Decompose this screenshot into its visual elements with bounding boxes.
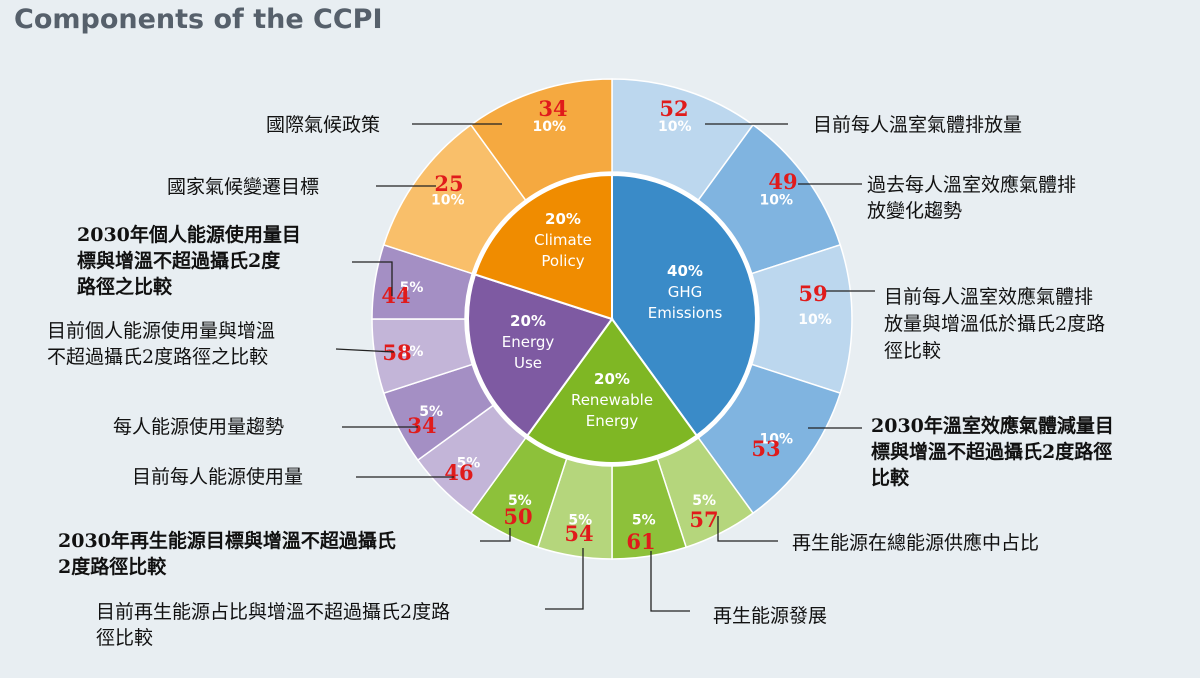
indicator-callout-14: 國際氣候政策 — [266, 114, 380, 136]
indicator-callout-3: 目前每人溫室效應氣體排放量與增溫低於攝氏2度路徑比較 — [884, 285, 1105, 362]
inner-pie: 40% GHG Emissions 20% Renewable Energy 20% Ener… — [465, 172, 759, 466]
indicator-weight-label-12: 5% — [400, 280, 424, 296]
indicator-callout-9: 目前每人能源使用量 — [132, 466, 303, 488]
category-label-ghg: 40% GHG Emissions — [648, 262, 723, 322]
indicator-callout-6: 再生能源發展 — [713, 605, 827, 627]
indicator-callout-2: 過去每人溫室效應氣體排放變化趨勢 — [867, 173, 1076, 222]
indicator-score-1: 52 — [659, 96, 688, 121]
indicator-callout-5: 再生能源在總能源供應中占比 — [792, 531, 1039, 554]
indicator-score-4: 53 — [751, 436, 780, 461]
indicator-score-7: 54 — [564, 521, 593, 546]
category-label-climate_policy: 20% Climate Policy — [534, 210, 592, 270]
leader-line-8 — [480, 528, 511, 542]
indicator-weight-label-1: 10% — [658, 119, 692, 135]
leader-line-6 — [650, 551, 690, 612]
indicator-score-5: 57 — [689, 507, 718, 532]
indicator-callout-12: 2030年個人能源使用量目標與增溫不超過攝氏2度路徑之比較 — [77, 223, 301, 298]
indicator-weight-label-9: 5% — [457, 456, 481, 472]
indicator-score-8: 50 — [503, 504, 532, 529]
category-wedge-energy_use — [467, 273, 614, 437]
indicator-weight-label-3: 10% — [798, 312, 832, 328]
leader-line-11 — [335, 348, 395, 353]
leader-lines — [335, 123, 875, 612]
outer-ring — [371, 78, 853, 560]
ring-labels: 10%10%10%10%5%5%5%5%5%5%5%5%10%10%524959… — [381, 96, 831, 554]
callouts: 目前每人溫室氣體排放量過去每人溫室效應氣體排放變化趨勢目前每人溫室效應氣體排放量… — [47, 114, 1114, 649]
indicator-callout-11: 目前個人能源使用量與增溫不超過攝氏2度路徑之比較 — [47, 320, 275, 368]
indicator-score-11: 58 — [382, 340, 411, 365]
leader-line-12 — [352, 261, 393, 296]
indicator-weight-label-6: 5% — [632, 513, 656, 529]
indicator-score-13: 25 — [434, 171, 463, 196]
indicator-callout-13: 國家氣候變遷目標 — [167, 176, 319, 198]
leader-line-7 — [545, 548, 584, 610]
indicator-score-6: 61 — [626, 529, 655, 554]
indicator-weight-label-10: 5% — [419, 404, 443, 420]
indicator-weight-label-4: 10% — [759, 431, 793, 447]
leader-line-5 — [717, 516, 778, 542]
indicator-callout-7: 目前再生能源占比與增溫不超過攝氏2度路徑比較 — [96, 601, 450, 649]
category-wedge-climate_policy — [473, 173, 613, 321]
indicator-callout-1: 目前每人溫室氣體排放量 — [813, 114, 1022, 136]
category-wedge-ghg — [611, 173, 757, 437]
indicator-weight-label-14: 10% — [533, 119, 567, 135]
indicator-score-10: 34 — [407, 413, 436, 438]
indicator-score-3: 59 — [798, 281, 827, 306]
category-label-energy_use: 20% Energy Use — [502, 312, 555, 372]
indicator-weight-label-11: 5% — [400, 344, 424, 360]
indicator-weight-label-7: 5% — [568, 513, 592, 529]
category-wedge-renewable — [525, 317, 699, 464]
indicator-weight-label-8: 5% — [508, 493, 532, 509]
indicator-score-2: 49 — [768, 169, 797, 194]
indicator-callout-10: 每人能源使用量趨勢 — [113, 416, 284, 438]
category-label-renewable: 20% Renewable Energy — [571, 370, 653, 430]
indicator-callout-4: 2030年溫室效應氣體減量目標與增溫不超過攝氏2度路徑比較 — [871, 414, 1114, 489]
indicator-score-9: 46 — [444, 460, 473, 485]
indicator-score-12: 44 — [381, 283, 410, 308]
chart-title: Components of the CCPI — [14, 4, 383, 35]
indicator-weight-label-5: 5% — [692, 493, 716, 509]
indicator-weight-label-2: 10% — [759, 193, 793, 209]
indicator-weight-label-13: 10% — [431, 193, 465, 209]
indicator-score-14: 34 — [538, 96, 567, 121]
indicator-callout-8: 2030年再生能源目標與增溫不超過攝氏 2度路徑比較 — [58, 529, 396, 578]
